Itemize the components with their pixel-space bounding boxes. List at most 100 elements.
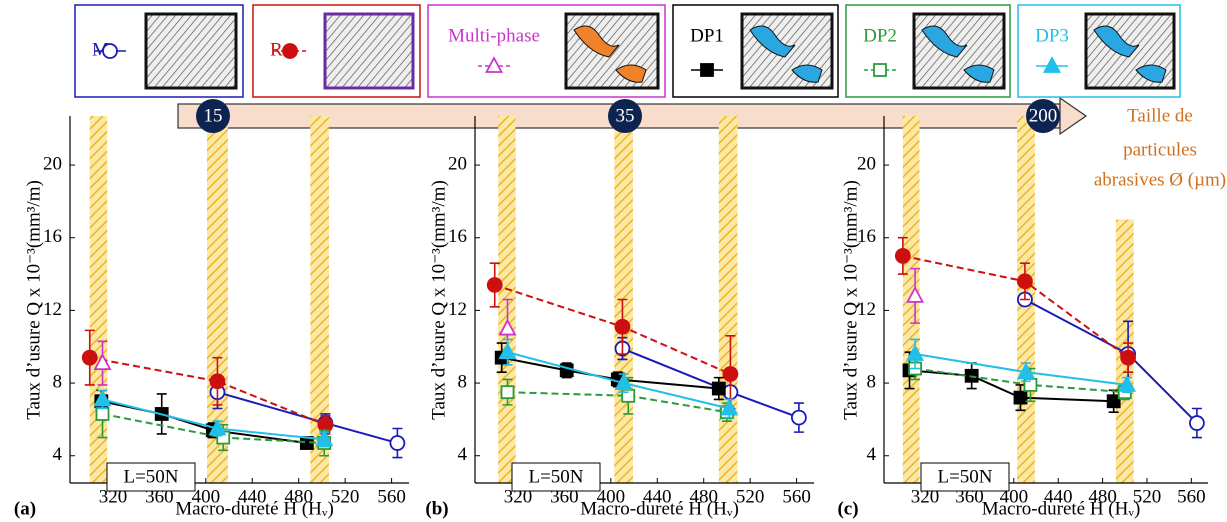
y-axis-label: Taux d’usure Q x 10⁻³(mm³/m): [840, 180, 861, 420]
y-tick-label: 16: [43, 226, 62, 247]
size-arrow-head: [1059, 96, 1088, 136]
x-tick-label: 560: [782, 486, 811, 507]
legend-label: Multi-phase: [448, 25, 540, 46]
legend-image-phase: [921, 25, 968, 58]
marker: [894, 247, 911, 264]
x-tick-label: 440: [238, 486, 267, 507]
series-line: [902, 254, 1129, 359]
marker: [720, 398, 739, 416]
marker: [498, 318, 517, 336]
x-axis-label: Macro-dureté H (Hᵥ): [175, 498, 334, 519]
x-tick-label: 320: [504, 486, 533, 507]
size-label: abrasives Ø (µm): [1094, 169, 1226, 190]
series-line: [494, 284, 731, 375]
legend-image-phase: [963, 64, 995, 83]
x-tick-label: 320: [99, 486, 128, 507]
note: L=50N: [123, 466, 178, 487]
y-tick-label: 20: [43, 153, 62, 174]
x-tick-label: 320: [911, 486, 940, 507]
marker: [711, 381, 726, 396]
panel-label: (a): [14, 498, 36, 519]
legend-image-phase: [1093, 25, 1140, 58]
marker: [906, 285, 925, 303]
legend-image: [144, 12, 238, 90]
note-box: [511, 462, 601, 492]
marker: [614, 373, 633, 390]
x-tick-label: 400: [1000, 486, 1029, 507]
highlight-band: [310, 116, 329, 483]
legend-image-phase: [749, 25, 796, 58]
x-tick-label: 520: [331, 486, 360, 507]
marker: [1017, 362, 1036, 380]
note: L=50N: [528, 466, 583, 487]
marker: [1106, 394, 1121, 409]
x-tick-label: 400: [597, 486, 626, 507]
x-tick-label: 360: [955, 486, 984, 507]
x-tick-label: 480: [284, 486, 313, 507]
note-box: [106, 462, 196, 492]
marker: [315, 429, 334, 447]
x-tick-label: 400: [192, 486, 221, 507]
legend-image-phase: [615, 64, 647, 83]
marker: [500, 385, 515, 400]
legend-image-phase: [791, 64, 823, 83]
marker: [1120, 349, 1137, 366]
marker: [1013, 390, 1028, 405]
marker: [209, 373, 226, 390]
y-tick-label: 8: [867, 371, 877, 392]
series-line: [501, 356, 719, 390]
x-tick-label: 480: [1088, 486, 1117, 507]
size-label: particules: [1123, 139, 1197, 160]
y-tick-label: 16: [857, 226, 876, 247]
marker: [282, 43, 298, 59]
size-label: Taille de: [1127, 105, 1193, 126]
y-axis-label: Taux d’usure Q x 10⁻³(mm³/m): [23, 180, 44, 420]
marker: [1042, 56, 1062, 73]
marker: [1189, 415, 1205, 431]
size-value: 15: [204, 105, 223, 126]
x-axis-label: Macro-dureté H (Hᵥ): [982, 498, 1141, 519]
x-tick-label: 360: [145, 486, 174, 507]
size-value: 200: [1029, 105, 1058, 126]
y-tick-label: 12: [448, 299, 467, 320]
legend-label: DP1: [690, 25, 724, 46]
marker: [614, 318, 631, 335]
marker: [484, 56, 504, 73]
x-tick-label: 440: [643, 486, 672, 507]
marker: [81, 349, 98, 366]
y-tick-label: 12: [857, 299, 876, 320]
size-marker: [196, 99, 230, 133]
y-tick-label: 4: [458, 444, 468, 465]
y-tick-label: 8: [53, 371, 63, 392]
marker: [1017, 273, 1033, 290]
legend-image: [323, 12, 415, 90]
note-box: [920, 462, 1010, 492]
y-tick-label: 20: [448, 153, 467, 174]
y-tick-label: 4: [53, 444, 63, 465]
marker: [700, 63, 714, 77]
highlight-band: [89, 116, 108, 483]
legend-label: DP2: [863, 25, 897, 46]
marker: [95, 407, 110, 421]
y-tick-label: 20: [857, 153, 876, 174]
series-line: [507, 391, 728, 414]
size-marker: [1026, 99, 1060, 133]
x-axis-label: Macro-dureté H (Hᵥ): [580, 498, 739, 519]
marker: [102, 43, 118, 59]
marker: [93, 389, 112, 407]
legend-image-phase: [573, 25, 620, 58]
x-tick-label: 520: [1133, 486, 1162, 507]
y-axis-label: Taux d’usure Q x 10⁻³(mm³/m): [428, 180, 449, 420]
legend-image-phase: [1135, 64, 1167, 83]
x-tick-label: 360: [550, 486, 579, 507]
x-tick-label: 440: [1044, 486, 1073, 507]
legend-label: R: [270, 39, 283, 60]
marker: [389, 435, 406, 451]
y-tick-label: 4: [867, 444, 877, 465]
note: L=50N: [937, 466, 992, 487]
marker: [873, 63, 887, 77]
marker: [1117, 374, 1137, 392]
x-tick-label: 560: [377, 486, 406, 507]
